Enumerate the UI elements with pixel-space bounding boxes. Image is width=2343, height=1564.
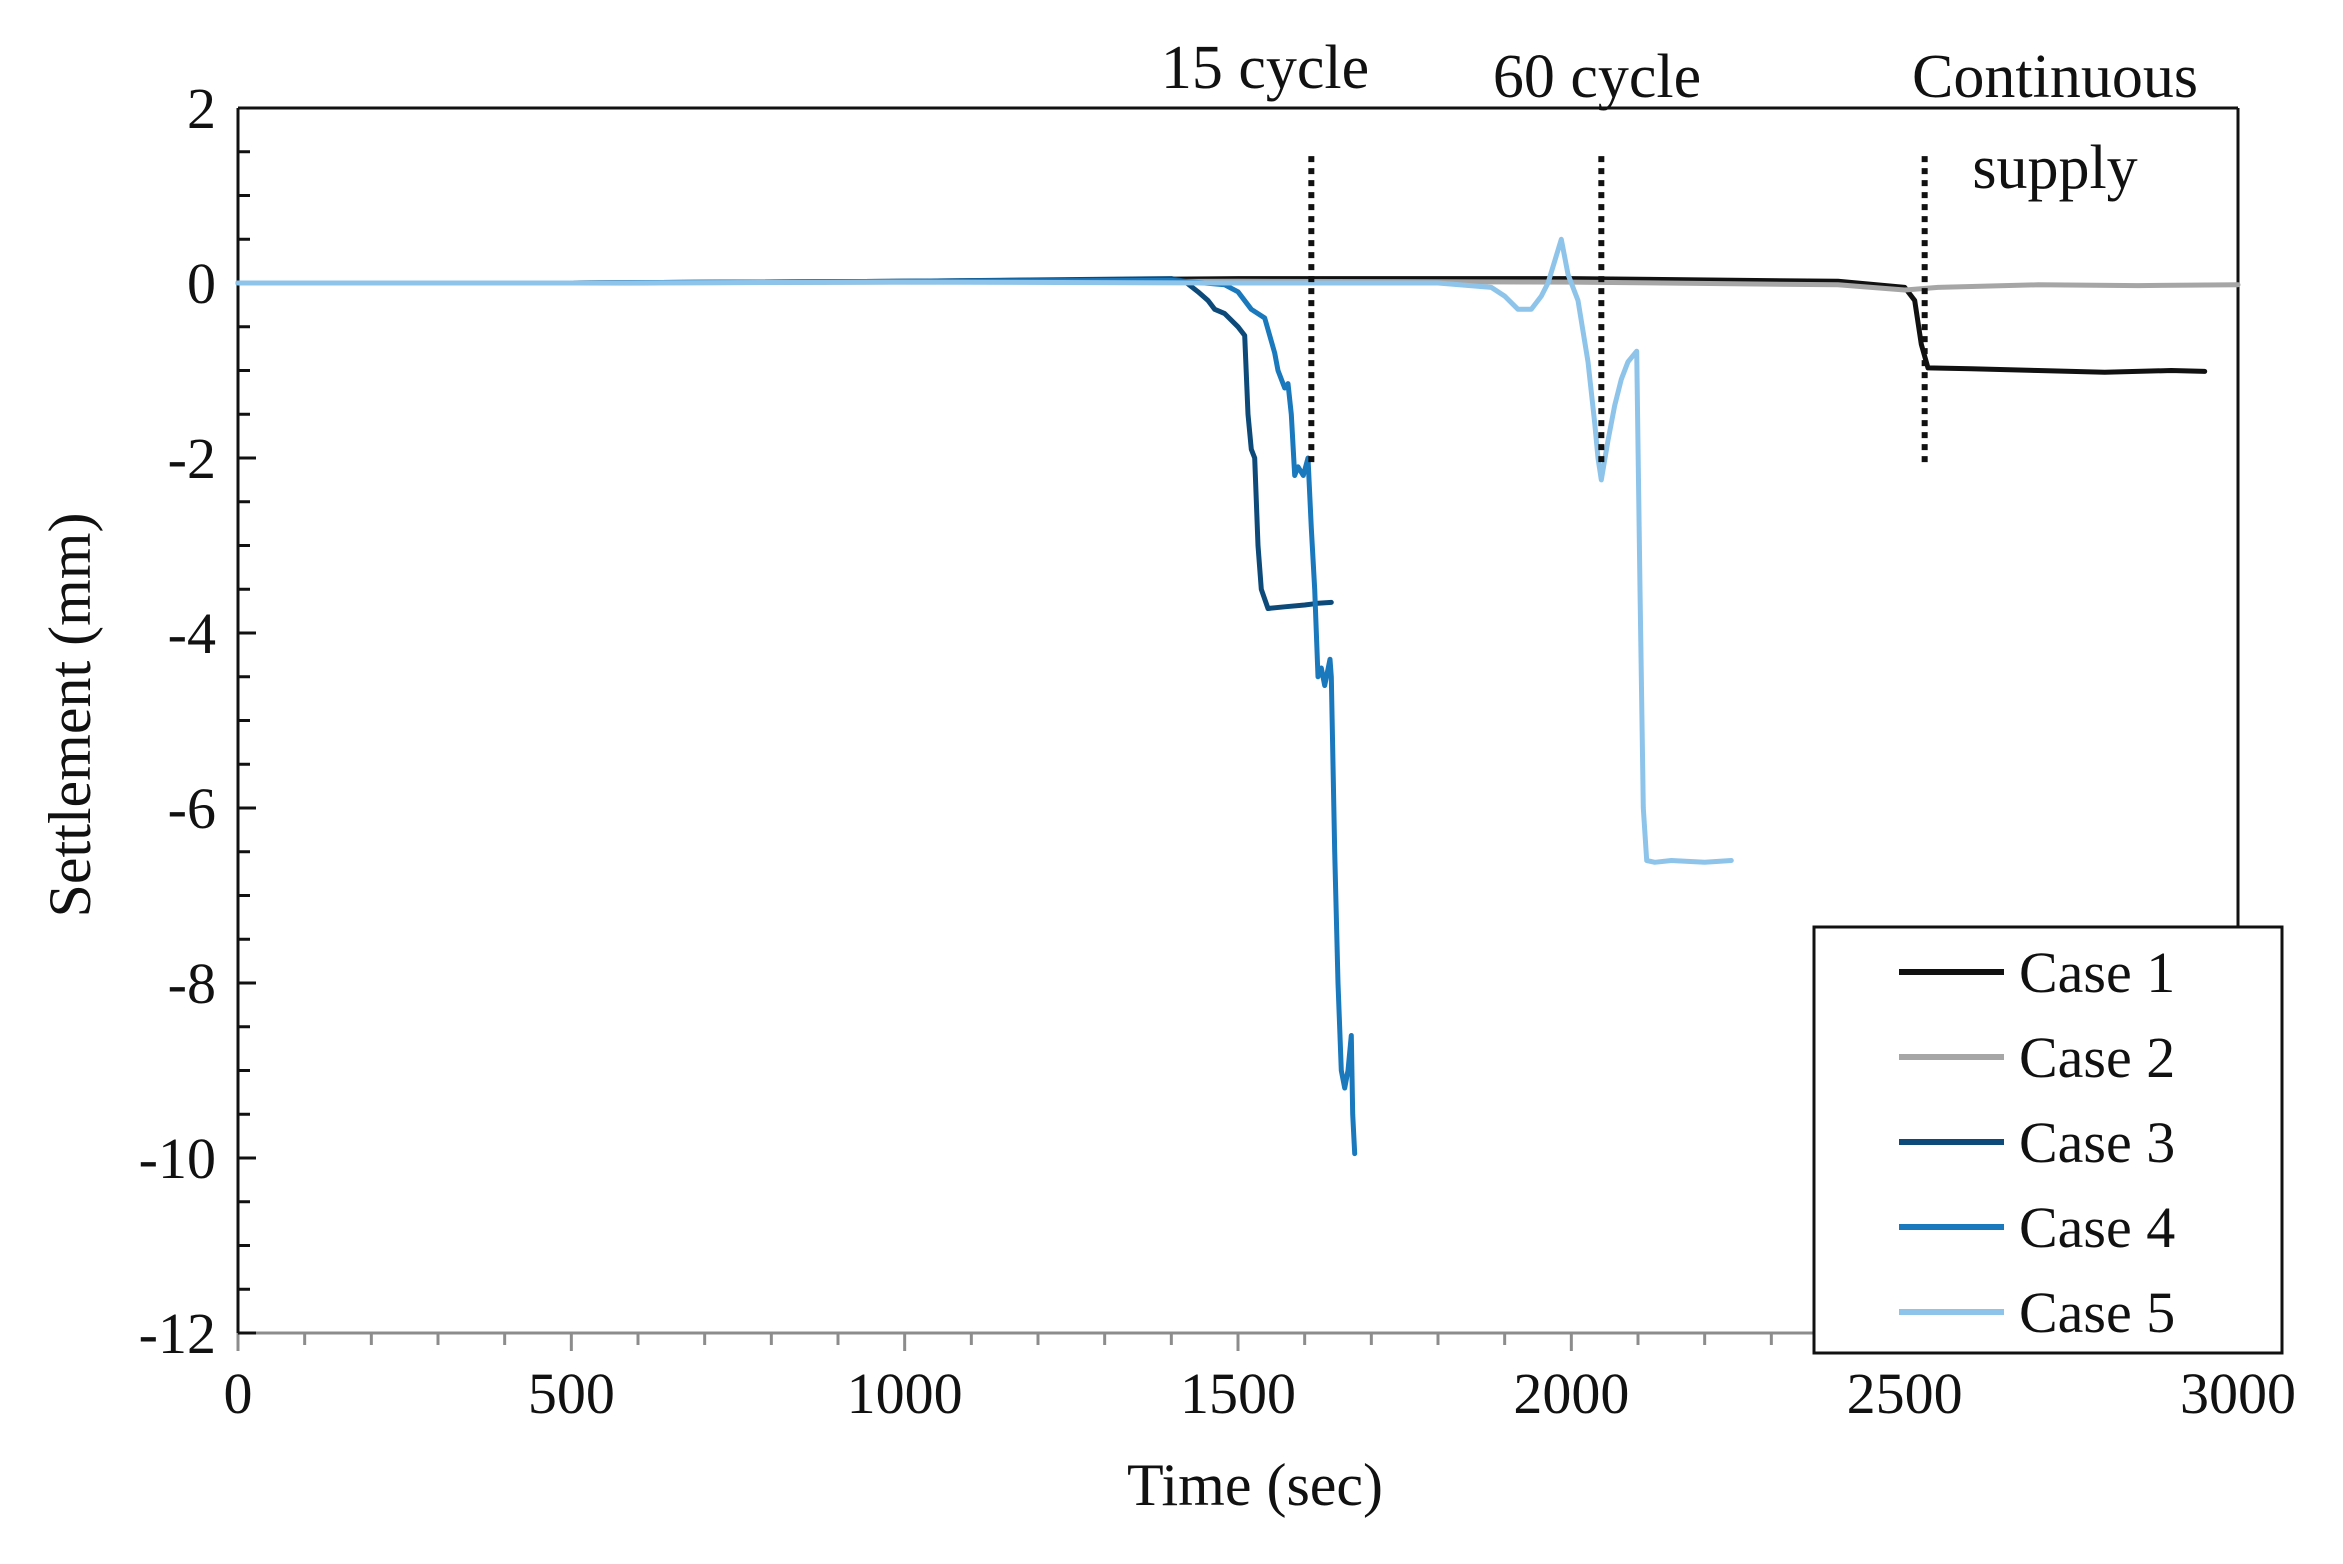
legend-label-case-2: Case 2 bbox=[2019, 1025, 2175, 1090]
series-line-case-1 bbox=[235, 276, 2208, 375]
series-layer bbox=[235, 236, 2241, 1157]
x-tick-label: 3000 bbox=[2180, 1361, 2296, 1426]
legend: Case 1 Case 2 Case 3 Case 4 Case 5 bbox=[1812, 925, 2284, 1355]
y-tick-label: -4 bbox=[168, 601, 216, 666]
y-tick-label: -12 bbox=[139, 1301, 216, 1366]
series-line-case-4 bbox=[235, 277, 1358, 1157]
x-tick-label: 0 bbox=[224, 1361, 253, 1426]
y-axis-title: Settlement (mm) bbox=[37, 513, 103, 918]
x-tick-label: 1500 bbox=[1180, 1361, 1296, 1426]
y-tick-label: -10 bbox=[139, 1126, 216, 1191]
x-tick-label: 1000 bbox=[847, 1361, 963, 1426]
annotation-label-15-cycle: 15 cycle bbox=[1161, 34, 1369, 102]
y-tick-label: -6 bbox=[168, 776, 216, 841]
x-tick-label: 2000 bbox=[1513, 1361, 1629, 1426]
annotation-label-60-cycle: 60 cycle bbox=[1493, 43, 1701, 111]
x-tick-label: 2500 bbox=[1847, 1361, 1963, 1426]
x-axis-title: Time (sec) bbox=[1127, 1452, 1383, 1518]
x-axis: 0 500 1000 1500 2000 2500 3000 bbox=[224, 1333, 2296, 1426]
legend-label-case-5: Case 5 bbox=[2019, 1280, 2175, 1345]
legend-label-case-3: Case 3 bbox=[2019, 1110, 2175, 1175]
y-tick-label: 0 bbox=[187, 251, 216, 316]
legend-label-case-1: Case 1 bbox=[2019, 940, 2175, 1005]
annotation-label-supply: supply bbox=[1972, 134, 2137, 202]
x-tick-label: 500 bbox=[528, 1361, 615, 1426]
y-tick-label: 2 bbox=[187, 76, 216, 141]
series-line-case-3 bbox=[235, 276, 1334, 611]
y-tick-label: -8 bbox=[168, 951, 216, 1016]
y-tick-label: -2 bbox=[168, 426, 216, 491]
y-axis: 2 0 -2 -4 -6 -8 -10 -12 bbox=[139, 76, 256, 1366]
legend-label-case-4: Case 4 bbox=[2019, 1195, 2175, 1260]
series-line-case-5 bbox=[235, 236, 1734, 865]
annotation-layer: 15 cycle 60 cycle Continuous supply bbox=[1161, 34, 2198, 467]
annotation-label-continuous: Continuous bbox=[1912, 43, 2198, 111]
legend-box bbox=[1812, 925, 2284, 1355]
